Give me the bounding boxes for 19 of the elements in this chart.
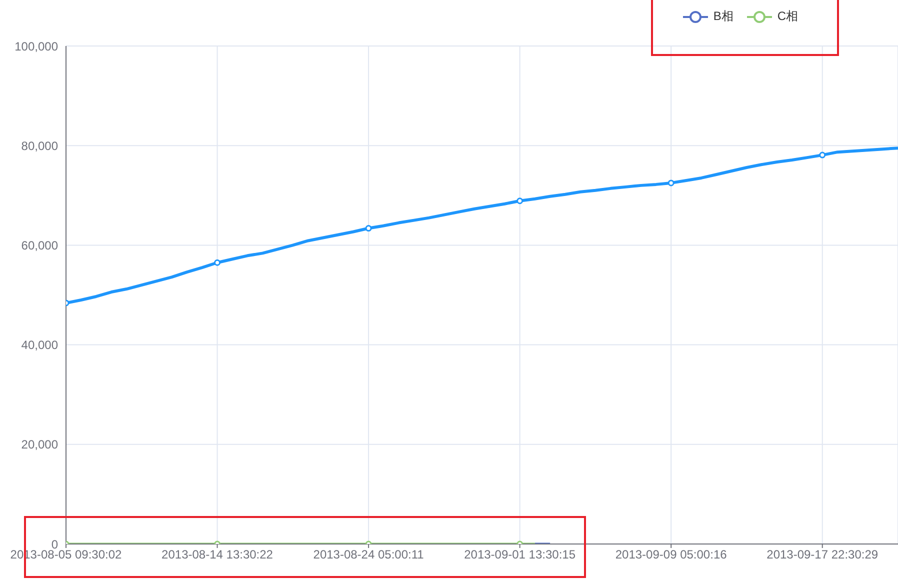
legend-label: B相 [713,8,734,25]
y-tick-label: 80,000 [21,138,58,153]
x-tick-label: 2013-09-17 22:30:29 [766,548,878,562]
x-tick-label: 2013-09-01 13:30:15 [464,548,576,562]
y-tick-label: 40,000 [21,338,58,352]
x-tick-label: 2013-08-24 05:00:11 [313,548,424,562]
line-series [66,146,898,306]
point [214,259,221,266]
point [365,225,372,232]
y-tick-label: 60,000 [21,238,58,252]
point [819,152,826,158]
y-tick-label: 100,000 [14,39,58,54]
y-tick-label: 0 [51,537,58,552]
point [516,198,524,204]
y-tick-label: 20,000 [21,438,58,452]
x-tick-label: 2013-09-09 05:00:16 [615,548,728,562]
legend-label: C相 [777,8,798,25]
x-tick-label: 2013-08-14 13:30:22 [162,548,274,562]
point [668,180,674,186]
